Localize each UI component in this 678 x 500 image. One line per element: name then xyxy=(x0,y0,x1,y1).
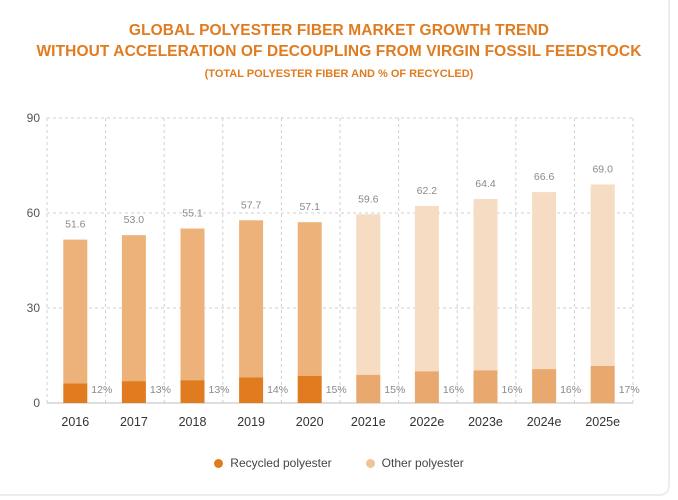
x-tick-label: 2024e xyxy=(527,415,562,429)
bar-recycled-polyester xyxy=(532,369,557,403)
bar-other-polyester xyxy=(297,222,322,376)
recycled-share-label: 15% xyxy=(326,384,347,396)
bar-recycled-polyester xyxy=(473,370,498,403)
y-tick-label: 30 xyxy=(27,301,41,315)
x-tick-label: 2020 xyxy=(296,415,324,429)
total-value-label: 57.1 xyxy=(299,201,320,213)
bar-other-polyester xyxy=(239,220,264,378)
x-tick-label: 2025e xyxy=(585,415,620,429)
y-tick-label: 0 xyxy=(33,396,40,410)
recycled-share-label: 13% xyxy=(150,384,171,396)
chart-title: GLOBAL POLYESTER FIBER MARKET GROWTH TRE… xyxy=(128,22,550,39)
bar-other-polyester xyxy=(473,199,498,371)
total-value-label: 59.6 xyxy=(358,193,379,205)
y-tick-label: 60 xyxy=(27,206,41,220)
recycled-share-label: 14% xyxy=(267,384,288,396)
legend: Recycled polyester Other polyester xyxy=(0,456,678,470)
legend-item-recycled: Recycled polyester xyxy=(214,456,332,470)
bar-other-polyester xyxy=(414,206,439,372)
total-value-label: 55.1 xyxy=(182,208,203,220)
bar-other-polyester xyxy=(63,239,88,384)
total-value-label: 53.0 xyxy=(124,214,145,226)
legend-swatch-recycled xyxy=(214,458,224,468)
recycled-share-label: 16% xyxy=(502,384,523,396)
bar-layer xyxy=(63,184,615,403)
recycled-share-label: 16% xyxy=(443,384,464,396)
legend-swatch-other xyxy=(365,458,375,468)
bar-recycled-polyester xyxy=(239,377,264,403)
bar-recycled-polyester xyxy=(63,383,88,403)
x-tick-label: 2018 xyxy=(179,415,207,429)
bar-other-polyester xyxy=(356,214,381,375)
y-tick-label: 90 xyxy=(27,111,41,125)
recycled-share-label: 15% xyxy=(384,384,405,396)
legend-label-other: Other polyester xyxy=(381,456,464,470)
recycled-share-label: 17% xyxy=(619,384,640,396)
x-tick-label: 2022e xyxy=(410,415,445,429)
total-value-label: 51.6 xyxy=(65,219,86,231)
x-tick-label: 2016 xyxy=(61,415,89,429)
bar-recycled-polyester xyxy=(297,375,322,403)
recycled-share-label: 13% xyxy=(209,384,230,396)
bar-other-polyester xyxy=(532,192,557,370)
bar-other-polyester xyxy=(121,235,146,382)
total-value-label: 69.0 xyxy=(592,164,613,176)
total-value-label: 64.4 xyxy=(475,178,496,190)
bar-other-polyester xyxy=(590,184,615,366)
recycled-share-label: 16% xyxy=(560,384,581,396)
bar-recycled-polyester xyxy=(414,371,439,403)
x-tick-label: 2021e xyxy=(351,415,386,429)
chart-subtitle: (TOTAL POLYESTER FIBER AND % OF RECYCLED… xyxy=(204,68,474,80)
chart-title-line-2: WITHOUT ACCELERATION OF DECOUPLING FROM … xyxy=(36,43,642,60)
x-tick-label: 2017 xyxy=(120,415,148,429)
legend-item-other: Other polyester xyxy=(365,456,464,470)
x-tick-label: 2023e xyxy=(468,415,503,429)
recycled-share-label: 12% xyxy=(91,384,112,396)
bar-recycled-polyester xyxy=(356,374,381,403)
total-value-label: 62.2 xyxy=(417,185,438,197)
bar-recycled-polyester xyxy=(180,380,205,403)
total-value-label: 57.7 xyxy=(241,199,262,211)
bar-other-polyester xyxy=(180,228,205,381)
label-layer: 0 30 60 90 51.6 12% 2016 53.0 13% 2017 55.1 13% 2018… xyxy=(27,111,640,429)
total-value-label: 66.6 xyxy=(534,171,555,183)
x-tick-label: 2019 xyxy=(237,415,265,429)
legend-label-recycled: Recycled polyester xyxy=(230,456,332,470)
bar-recycled-polyester xyxy=(590,365,615,403)
bar-recycled-polyester xyxy=(121,381,146,403)
